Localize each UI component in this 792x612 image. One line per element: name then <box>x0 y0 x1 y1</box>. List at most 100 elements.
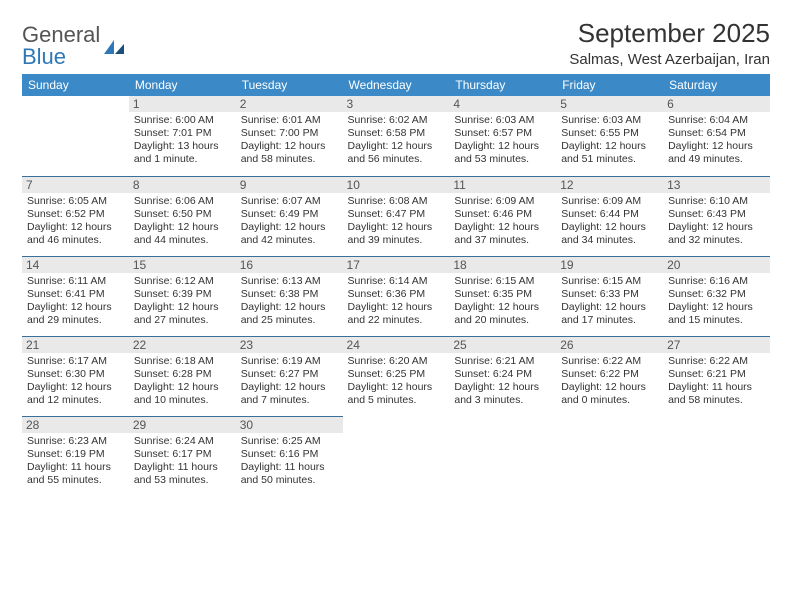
day-number: 23 <box>236 337 343 353</box>
day-number: 13 <box>663 177 770 193</box>
calendar-cell: 10Sunrise: 6:08 AMSunset: 6:47 PMDayligh… <box>343 176 450 256</box>
calendar-cell: 28 Sunrise: 6:23 AMSunset: 6:19 PMDayligh… <box>22 416 129 496</box>
day-number: 14 <box>22 257 129 273</box>
day-number: 19 <box>556 257 663 273</box>
day-number: 28 <box>22 417 129 433</box>
day-info: Sunrise: 6:15 AMSunset: 6:33 PMDaylight:… <box>561 275 658 328</box>
calendar-cell <box>449 416 556 496</box>
day-info: Sunrise: 6:16 AMSunset: 6:32 PMDaylight:… <box>668 275 765 328</box>
day-number: 9 <box>236 177 343 193</box>
day-info: Sunrise: 6:25 AMSunset: 6:16 PMDaylight:… <box>241 435 338 488</box>
day-number: 27 <box>663 337 770 353</box>
brand-logo: General Blue <box>22 18 126 68</box>
calendar-table: SundayMondayTuesdayWednesdayThursdayFrid… <box>22 74 770 496</box>
calendar-cell: 5 Sunrise: 6:03 AMSunset: 6:55 PMDaylight… <box>556 96 663 176</box>
day-info: Sunrise: 6:24 AMSunset: 6:17 PMDaylight:… <box>134 435 231 488</box>
sail-icon <box>102 38 126 56</box>
day-info: Sunrise: 6:03 AMSunset: 6:57 PMDaylight:… <box>454 114 551 167</box>
calendar-cell: 13 Sunrise: 6:10 AMSunset: 6:43 PMDayligh… <box>663 176 770 256</box>
day-info: Sunrise: 6:00 AMSunset: 7:01 PMDaylight:… <box>134 114 231 167</box>
day-info: Sunrise: 6:04 AMSunset: 6:54 PMDaylight:… <box>668 114 765 167</box>
day-number: 1 <box>129 96 236 112</box>
calendar-cell <box>343 416 450 496</box>
day-info: Sunrise: 6:19 AMSunset: 6:27 PMDaylight:… <box>241 355 338 408</box>
day-number: 21 <box>22 337 129 353</box>
day-info: Sunrise: 6:20 AMSunset: 6:25 PMDaylight:… <box>348 355 445 408</box>
day-info: Sunrise: 6:09 AMSunset: 6:44 PMDaylight:… <box>561 195 658 248</box>
calendar-cell: 7 Sunrise: 6:05 AMSunset: 6:52 PMDaylight… <box>22 176 129 256</box>
weekday-header: Tuesday <box>236 74 343 96</box>
day-number: 12 <box>556 177 663 193</box>
calendar-cell: 30 Sunrise: 6:25 AMSunset: 6:16 PMDayligh… <box>236 416 343 496</box>
day-number: 2 <box>236 96 343 112</box>
weekday-header: Sunday <box>22 74 129 96</box>
weekday-header: Thursday <box>449 74 556 96</box>
calendar-cell: 23 Sunrise: 6:19 AMSunset: 6:27 PMDayligh… <box>236 336 343 416</box>
calendar-cell: 16Sunrise: 6:13 AMSunset: 6:38 PMDayligh… <box>236 256 343 336</box>
day-info: Sunrise: 6:06 AMSunset: 6:50 PMDaylight:… <box>134 195 231 248</box>
day-info: Sunrise: 6:14 AMSunset: 6:36 PMDaylight:… <box>348 275 445 328</box>
calendar-cell: 3 Sunrise: 6:02 AMSunset: 6:58 PMDaylight… <box>343 96 450 176</box>
day-info: Sunrise: 6:15 AMSunset: 6:35 PMDaylight:… <box>454 275 551 328</box>
calendar-cell: 12 Sunrise: 6:09 AMSunset: 6:44 PMDayligh… <box>556 176 663 256</box>
day-info: Sunrise: 6:21 AMSunset: 6:24 PMDaylight:… <box>454 355 551 408</box>
day-info: Sunrise: 6:11 AMSunset: 6:41 PMDaylight:… <box>27 275 124 328</box>
calendar-page: General Blue September 2025 Salmas, West… <box>0 0 792 496</box>
day-number: 30 <box>236 417 343 433</box>
logo-word-1: General <box>22 24 100 46</box>
calendar-cell <box>556 416 663 496</box>
calendar-cell <box>22 96 129 176</box>
day-info: Sunrise: 6:05 AMSunset: 6:52 PMDaylight:… <box>27 195 124 248</box>
calendar-cell: 17 Sunrise: 6:14 AMSunset: 6:36 PMDayligh… <box>343 256 450 336</box>
day-info: Sunrise: 6:13 AMSunset: 6:38 PMDaylight:… <box>241 275 338 328</box>
day-number: 22 <box>129 337 236 353</box>
day-number: 29 <box>129 417 236 433</box>
day-info: Sunrise: 6:23 AMSunset: 6:19 PMDaylight:… <box>27 435 124 488</box>
title-block: September 2025 Salmas, West Azerbaijan, … <box>569 18 770 68</box>
calendar-cell: 2 Sunrise: 6:01 AMSunset: 7:00 PMDaylight… <box>236 96 343 176</box>
day-number: 5 <box>556 96 663 112</box>
day-info: Sunrise: 6:01 AMSunset: 7:00 PMDaylight:… <box>241 114 338 167</box>
day-number: 11 <box>449 177 556 193</box>
calendar-cell: 26 Sunrise: 6:22 AMSunset: 6:22 PMDayligh… <box>556 336 663 416</box>
calendar-cell: 14 Sunrise: 6:11 AMSunset: 6:41 PMDayligh… <box>22 256 129 336</box>
calendar-cell: 27 Sunrise: 6:22 AMSunset: 6:21 PMDayligh… <box>663 336 770 416</box>
day-number: 7 <box>22 177 129 193</box>
day-number: 18 <box>449 257 556 273</box>
day-info: Sunrise: 6:08 AMSunset: 6:47 PMDaylight:… <box>348 195 445 248</box>
calendar-cell: 29 Sunrise: 6:24 AMSunset: 6:17 PMDayligh… <box>129 416 236 496</box>
day-info: Sunrise: 6:09 AMSunset: 6:46 PMDaylight:… <box>454 195 551 248</box>
calendar-cell: 25 Sunrise: 6:21 AMSunset: 6:24 PMDayligh… <box>449 336 556 416</box>
day-info: Sunrise: 6:18 AMSunset: 6:28 PMDaylight:… <box>134 355 231 408</box>
weekday-header: Saturday <box>663 74 770 96</box>
calendar-cell: 15 Sunrise: 6:12 AMSunset: 6:39 PMDayligh… <box>129 256 236 336</box>
day-number: 25 <box>449 337 556 353</box>
calendar-cell: 24Sunrise: 6:20 AMSunset: 6:25 PMDayligh… <box>343 336 450 416</box>
calendar-cell: 21 Sunrise: 6:17 AMSunset: 6:30 PMDayligh… <box>22 336 129 416</box>
day-number: 20 <box>663 257 770 273</box>
day-number: 3 <box>343 96 450 112</box>
page-title: September 2025 <box>569 18 770 49</box>
day-info: Sunrise: 6:12 AMSunset: 6:39 PMDaylight:… <box>134 275 231 328</box>
day-number: 6 <box>663 96 770 112</box>
calendar-header: SundayMondayTuesdayWednesdayThursdayFrid… <box>22 74 770 96</box>
day-number: 15 <box>129 257 236 273</box>
day-info: Sunrise: 6:02 AMSunset: 6:58 PMDaylight:… <box>348 114 445 167</box>
day-info: Sunrise: 6:17 AMSunset: 6:30 PMDaylight:… <box>27 355 124 408</box>
day-info: Sunrise: 6:10 AMSunset: 6:43 PMDaylight:… <box>668 195 765 248</box>
calendar-body: 1 Sunrise: 6:00 AMSunset: 7:01 PMDaylight… <box>22 96 770 496</box>
day-number: 17 <box>343 257 450 273</box>
calendar-cell: 8 Sunrise: 6:06 AMSunset: 6:50 PMDaylight… <box>129 176 236 256</box>
day-info: Sunrise: 6:03 AMSunset: 6:55 PMDaylight:… <box>561 114 658 167</box>
day-number: 8 <box>129 177 236 193</box>
weekday-header: Friday <box>556 74 663 96</box>
calendar-cell: 20 Sunrise: 6:16 AMSunset: 6:32 PMDayligh… <box>663 256 770 336</box>
calendar-cell: 1 Sunrise: 6:00 AMSunset: 7:01 PMDaylight… <box>129 96 236 176</box>
header-row: General Blue September 2025 Salmas, West… <box>22 18 770 68</box>
calendar-cell: 22 Sunrise: 6:18 AMSunset: 6:28 PMDayligh… <box>129 336 236 416</box>
day-info: Sunrise: 6:22 AMSunset: 6:21 PMDaylight:… <box>668 355 765 408</box>
calendar-cell: 18 Sunrise: 6:15 AMSunset: 6:35 PMDayligh… <box>449 256 556 336</box>
day-number: 26 <box>556 337 663 353</box>
day-info: Sunrise: 6:22 AMSunset: 6:22 PMDaylight:… <box>561 355 658 408</box>
weekday-header: Monday <box>129 74 236 96</box>
